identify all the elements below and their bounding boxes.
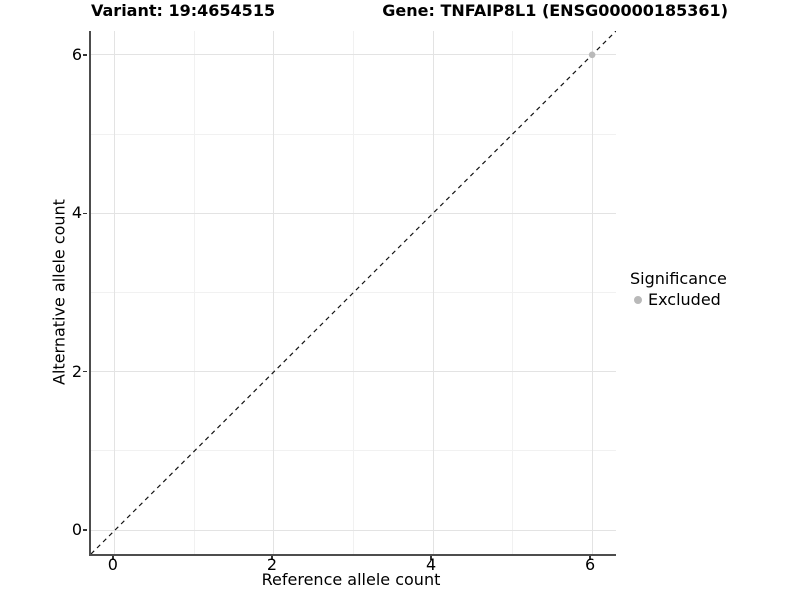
x-tick-mark (271, 556, 273, 560)
y-tick-mark (83, 212, 87, 214)
x-tick-mark (112, 556, 114, 560)
legend-title: Significance (630, 269, 727, 288)
x-tick-mark (430, 556, 432, 560)
plot-panel (89, 31, 616, 556)
identity-dashed-line (91, 31, 616, 554)
x-tick-label: 2 (266, 555, 278, 574)
x-tick-label: 4 (425, 555, 437, 574)
x-axis-title: Reference allele count (261, 570, 441, 589)
x-tick-label: 6 (585, 555, 596, 574)
legend: Significance Excluded (630, 270, 727, 309)
major-gridline-vertical (432, 31, 434, 554)
gene-title: Gene: TNFAIP8L1 (ENSG00000185361) (382, 1, 728, 20)
legend-entry-label: Excluded (648, 290, 721, 309)
y-tick-mark (83, 54, 87, 56)
y-tick-label: 6 (71, 44, 82, 64)
major-gridline-vertical (114, 31, 116, 554)
minor-gridline-horizontal (91, 292, 616, 293)
y-tick-mark (83, 529, 87, 531)
legend-entry-excluded: Excluded (630, 291, 727, 309)
y-tick-label: 2 (71, 361, 82, 381)
y-tick-label: 4 (71, 203, 82, 223)
excluded-point-icon (634, 296, 642, 304)
y-tick-label: 0 (71, 520, 82, 540)
y-tick-mark (83, 370, 87, 373)
data-point-excluded (588, 51, 596, 59)
major-gridline-vertical (273, 31, 275, 554)
major-gridline-horizontal (91, 212, 616, 214)
x-tick-mark (589, 556, 591, 560)
y-axis-title: Alternative allele count (49, 199, 69, 385)
variant-title: Variant: 19:4654515 (91, 1, 276, 20)
minor-gridline-horizontal (91, 133, 616, 135)
major-gridline-horizontal (91, 54, 616, 56)
major-gridline-horizontal (91, 529, 616, 531)
plot-draw-layer (91, 31, 616, 554)
major-gridline-horizontal (91, 371, 616, 373)
major-gridline-vertical (591, 31, 593, 554)
minor-gridline-horizontal (91, 450, 616, 452)
x-tick-label: 0 (107, 555, 118, 574)
